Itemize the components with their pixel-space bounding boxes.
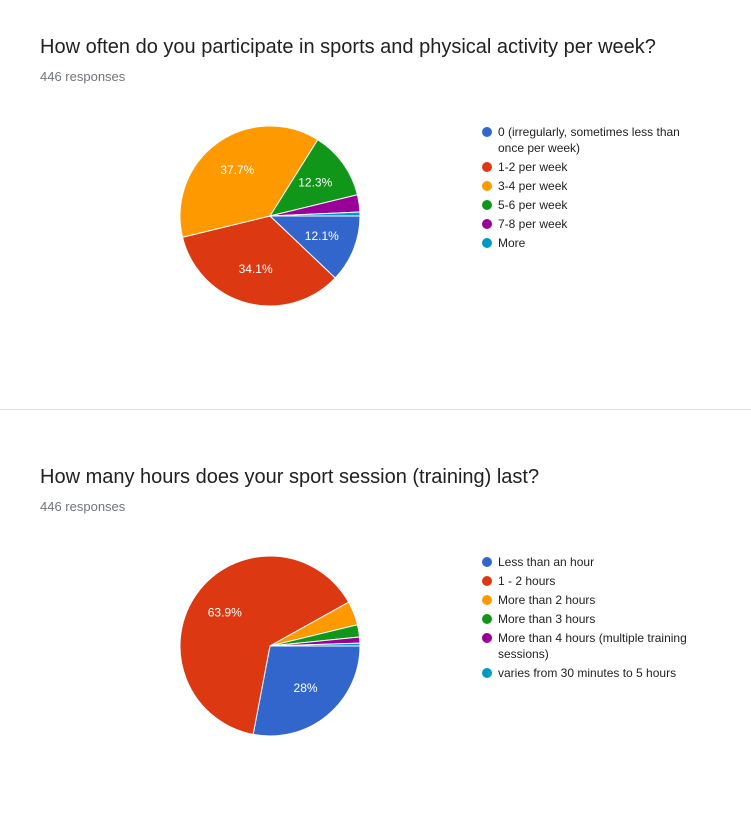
pie-slice <box>179 555 350 735</box>
pie-slice <box>269 211 361 217</box>
slice-label: 28% <box>294 681 318 695</box>
pie-slice <box>269 642 361 647</box>
legend-label: More than 4 hours (multiple training ses… <box>498 631 687 661</box>
legend-label: 3-4 per week <box>498 179 568 193</box>
legend-marker <box>482 200 492 210</box>
slice-label: 63.9% <box>208 606 242 620</box>
slice-label: 37.7% <box>220 163 254 177</box>
pie-slice <box>268 215 361 279</box>
page: (() => { const data = JSON.parse(documen… <box>0 0 751 736</box>
chart-title: How often do you participate in sports a… <box>40 36 656 58</box>
legend-item: More than 4 hours (multiple training ses… <box>482 630 702 662</box>
pie-slice <box>268 139 359 217</box>
pie-slice <box>179 125 319 238</box>
legend-marker <box>482 181 492 191</box>
chart-title: How many hours does your sport session (… <box>40 466 540 488</box>
legend-label: More than 2 hours <box>498 593 596 607</box>
pie-chart: 12.1% 34.1% 37.7% 12.3% <box>179 125 361 307</box>
slice-label: 12.1% <box>305 229 339 243</box>
legend-label: Less than an hour <box>498 555 595 569</box>
legend-marker <box>482 127 492 137</box>
legend-label: 0 (irregularly, sometimes less than once… <box>498 125 680 155</box>
legend-marker <box>482 595 492 605</box>
legend-item: More than 2 hours <box>482 592 702 608</box>
legend-label: 1 - 2 hours <box>498 574 556 588</box>
divider <box>0 409 751 410</box>
legend-marker <box>482 238 492 248</box>
pie-slice <box>181 215 336 307</box>
legend-label: More <box>498 236 526 250</box>
legend-item: 3-4 per week <box>482 178 702 194</box>
legend-item: 1 - 2 hours <box>482 573 702 589</box>
legend-label: 1-2 per week <box>498 160 568 174</box>
pie-slice <box>252 645 361 737</box>
legend-item: 7-8 per week <box>482 216 702 232</box>
legend-label: More than 3 hours <box>498 612 596 626</box>
legend-marker <box>482 633 492 643</box>
legend-marker <box>482 162 492 172</box>
legend-marker <box>482 668 492 678</box>
legend-label: varies from 30 minutes to 5 hours <box>498 666 677 680</box>
chart-card: How often do you participate in sports a… <box>0 0 751 410</box>
slice-label: 12.3% <box>298 176 332 190</box>
legend-marker <box>482 614 492 624</box>
response-count: 446 responses <box>40 499 126 514</box>
legend-item: 5-6 per week <box>482 197 702 213</box>
legend-marker <box>482 576 492 586</box>
legend-item: More <box>482 235 702 251</box>
legend-item: Less than an hour <box>482 554 702 570</box>
slice-label: 34.1% <box>239 262 273 276</box>
pie-chart: 28% 63.9% <box>179 555 361 737</box>
legend-label: 5-6 per week <box>498 198 568 212</box>
legend-item: 0 (irregularly, sometimes less than once… <box>482 124 702 156</box>
chart-card: How many hours does your sport session (… <box>0 430 751 840</box>
legend-item: 1-2 per week <box>482 159 702 175</box>
legend-marker <box>482 219 492 229</box>
legend-item: More than 3 hours <box>482 611 702 627</box>
legend-item: varies from 30 minutes to 5 hours <box>482 665 702 681</box>
legend: 0 (irregularly, sometimes less than once… <box>482 124 702 254</box>
legend-label: 7-8 per week <box>498 217 568 231</box>
legend: Less than an hour 1 - 2 hours More than 2 … <box>482 554 702 684</box>
response-count: 446 responses <box>40 69 126 84</box>
legend-marker <box>482 557 492 567</box>
